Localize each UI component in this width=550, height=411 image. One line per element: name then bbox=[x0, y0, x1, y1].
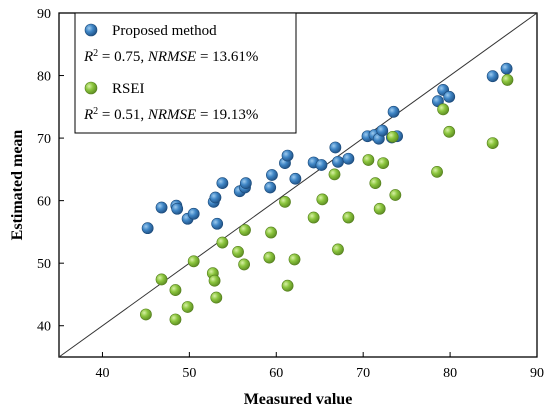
y-tick-label: 40 bbox=[37, 320, 51, 335]
proposed-method-point bbox=[315, 159, 328, 171]
proposed-method-point bbox=[289, 172, 302, 185]
rsei-point bbox=[386, 130, 399, 143]
rsei-point bbox=[443, 125, 456, 138]
x-tick-label: 50 bbox=[182, 366, 196, 381]
proposed-method-point bbox=[171, 202, 184, 215]
points-layer bbox=[140, 62, 514, 326]
x-tick-label: 90 bbox=[530, 366, 544, 381]
rsei-point bbox=[169, 284, 182, 296]
proposed-method-point bbox=[281, 149, 294, 162]
rsei-point bbox=[181, 301, 194, 313]
rsei-point bbox=[316, 193, 329, 206]
rsei-point bbox=[155, 273, 168, 286]
legend: Proposed method R2 = 0.75, NRMSE = 13.61%… bbox=[74, 12, 297, 134]
proposed-method-point bbox=[264, 181, 277, 194]
one-to-one-line bbox=[58, 12, 538, 358]
rsei-point bbox=[369, 177, 382, 190]
proposed-method-point bbox=[155, 201, 168, 214]
rsei-point bbox=[238, 258, 251, 271]
y-tick-label: 50 bbox=[37, 257, 51, 272]
legend-label-proposed: Proposed method bbox=[112, 23, 217, 39]
rsei-point bbox=[328, 168, 341, 181]
rsei-point bbox=[210, 291, 223, 304]
proposed-method-point bbox=[141, 222, 154, 235]
proposed-method-point bbox=[266, 169, 278, 181]
proposed-method-point bbox=[187, 207, 200, 220]
plot-frame bbox=[58, 12, 538, 358]
rsei-point bbox=[279, 195, 291, 208]
rsei-point bbox=[307, 211, 320, 224]
proposed-method-point bbox=[443, 90, 456, 103]
rsei-point bbox=[208, 274, 221, 287]
proposed-method-point bbox=[209, 191, 222, 204]
y-axis-title: Estimated mean bbox=[9, 130, 26, 241]
rsei-point bbox=[342, 211, 355, 224]
proposed-method-point bbox=[387, 105, 400, 118]
x-tick-label: 80 bbox=[443, 366, 457, 381]
ticks-layer: 40 50 60 70 80 90 40 50 60 70 80 90 bbox=[37, 7, 544, 381]
legend-marker-proposed bbox=[84, 23, 98, 37]
y-tick-label: 60 bbox=[37, 195, 51, 210]
plot-area bbox=[58, 12, 538, 358]
y-tick-label: 80 bbox=[37, 70, 51, 85]
rsei-point bbox=[431, 165, 443, 178]
y-tick-label: 70 bbox=[37, 132, 51, 147]
rsei-point bbox=[377, 157, 390, 170]
y-tick-label: 90 bbox=[37, 7, 51, 22]
x-tick-label: 60 bbox=[269, 366, 283, 381]
rsei-point bbox=[373, 202, 386, 215]
proposed-method-point bbox=[500, 62, 513, 75]
rsei-point bbox=[501, 74, 514, 86]
proposed-method-point bbox=[376, 124, 389, 137]
proposed-method-point bbox=[211, 217, 224, 230]
proposed-method-point bbox=[332, 155, 344, 168]
proposed-method-point bbox=[486, 70, 499, 83]
rsei-point bbox=[288, 253, 301, 266]
legend-marker-rsei bbox=[84, 81, 98, 95]
rsei-point bbox=[232, 246, 244, 258]
rsei-point bbox=[486, 137, 499, 149]
proposed-method-point bbox=[239, 177, 252, 190]
legend-stats-rsei: R2 = 0.51, NRMSE = 19.13% bbox=[83, 106, 258, 124]
reference-line-layer bbox=[58, 12, 538, 358]
legend-stats-proposed: R2 = 0.75, NRMSE = 13.61% bbox=[83, 48, 258, 66]
proposed-method-point bbox=[342, 152, 355, 165]
rsei-point bbox=[169, 313, 182, 326]
rsei-point bbox=[362, 154, 375, 166]
proposed-method-point bbox=[329, 141, 342, 154]
legend-label-rsei: RSEI bbox=[112, 81, 145, 97]
x-tick-label: 70 bbox=[356, 366, 370, 381]
rsei-point bbox=[263, 251, 276, 264]
rsei-point bbox=[187, 255, 200, 268]
rsei-point bbox=[281, 279, 294, 292]
rsei-point bbox=[265, 226, 277, 239]
x-tick-label: 40 bbox=[95, 366, 109, 381]
legend-box bbox=[74, 12, 297, 134]
rsei-point bbox=[389, 189, 402, 201]
x-axis-title: Measured value bbox=[244, 391, 353, 408]
rsei-point bbox=[216, 236, 229, 249]
rsei-point bbox=[140, 308, 152, 321]
rsei-point bbox=[239, 224, 251, 236]
rsei-point bbox=[332, 243, 344, 256]
rsei-point bbox=[437, 103, 450, 116]
proposed-method-point bbox=[216, 177, 229, 190]
